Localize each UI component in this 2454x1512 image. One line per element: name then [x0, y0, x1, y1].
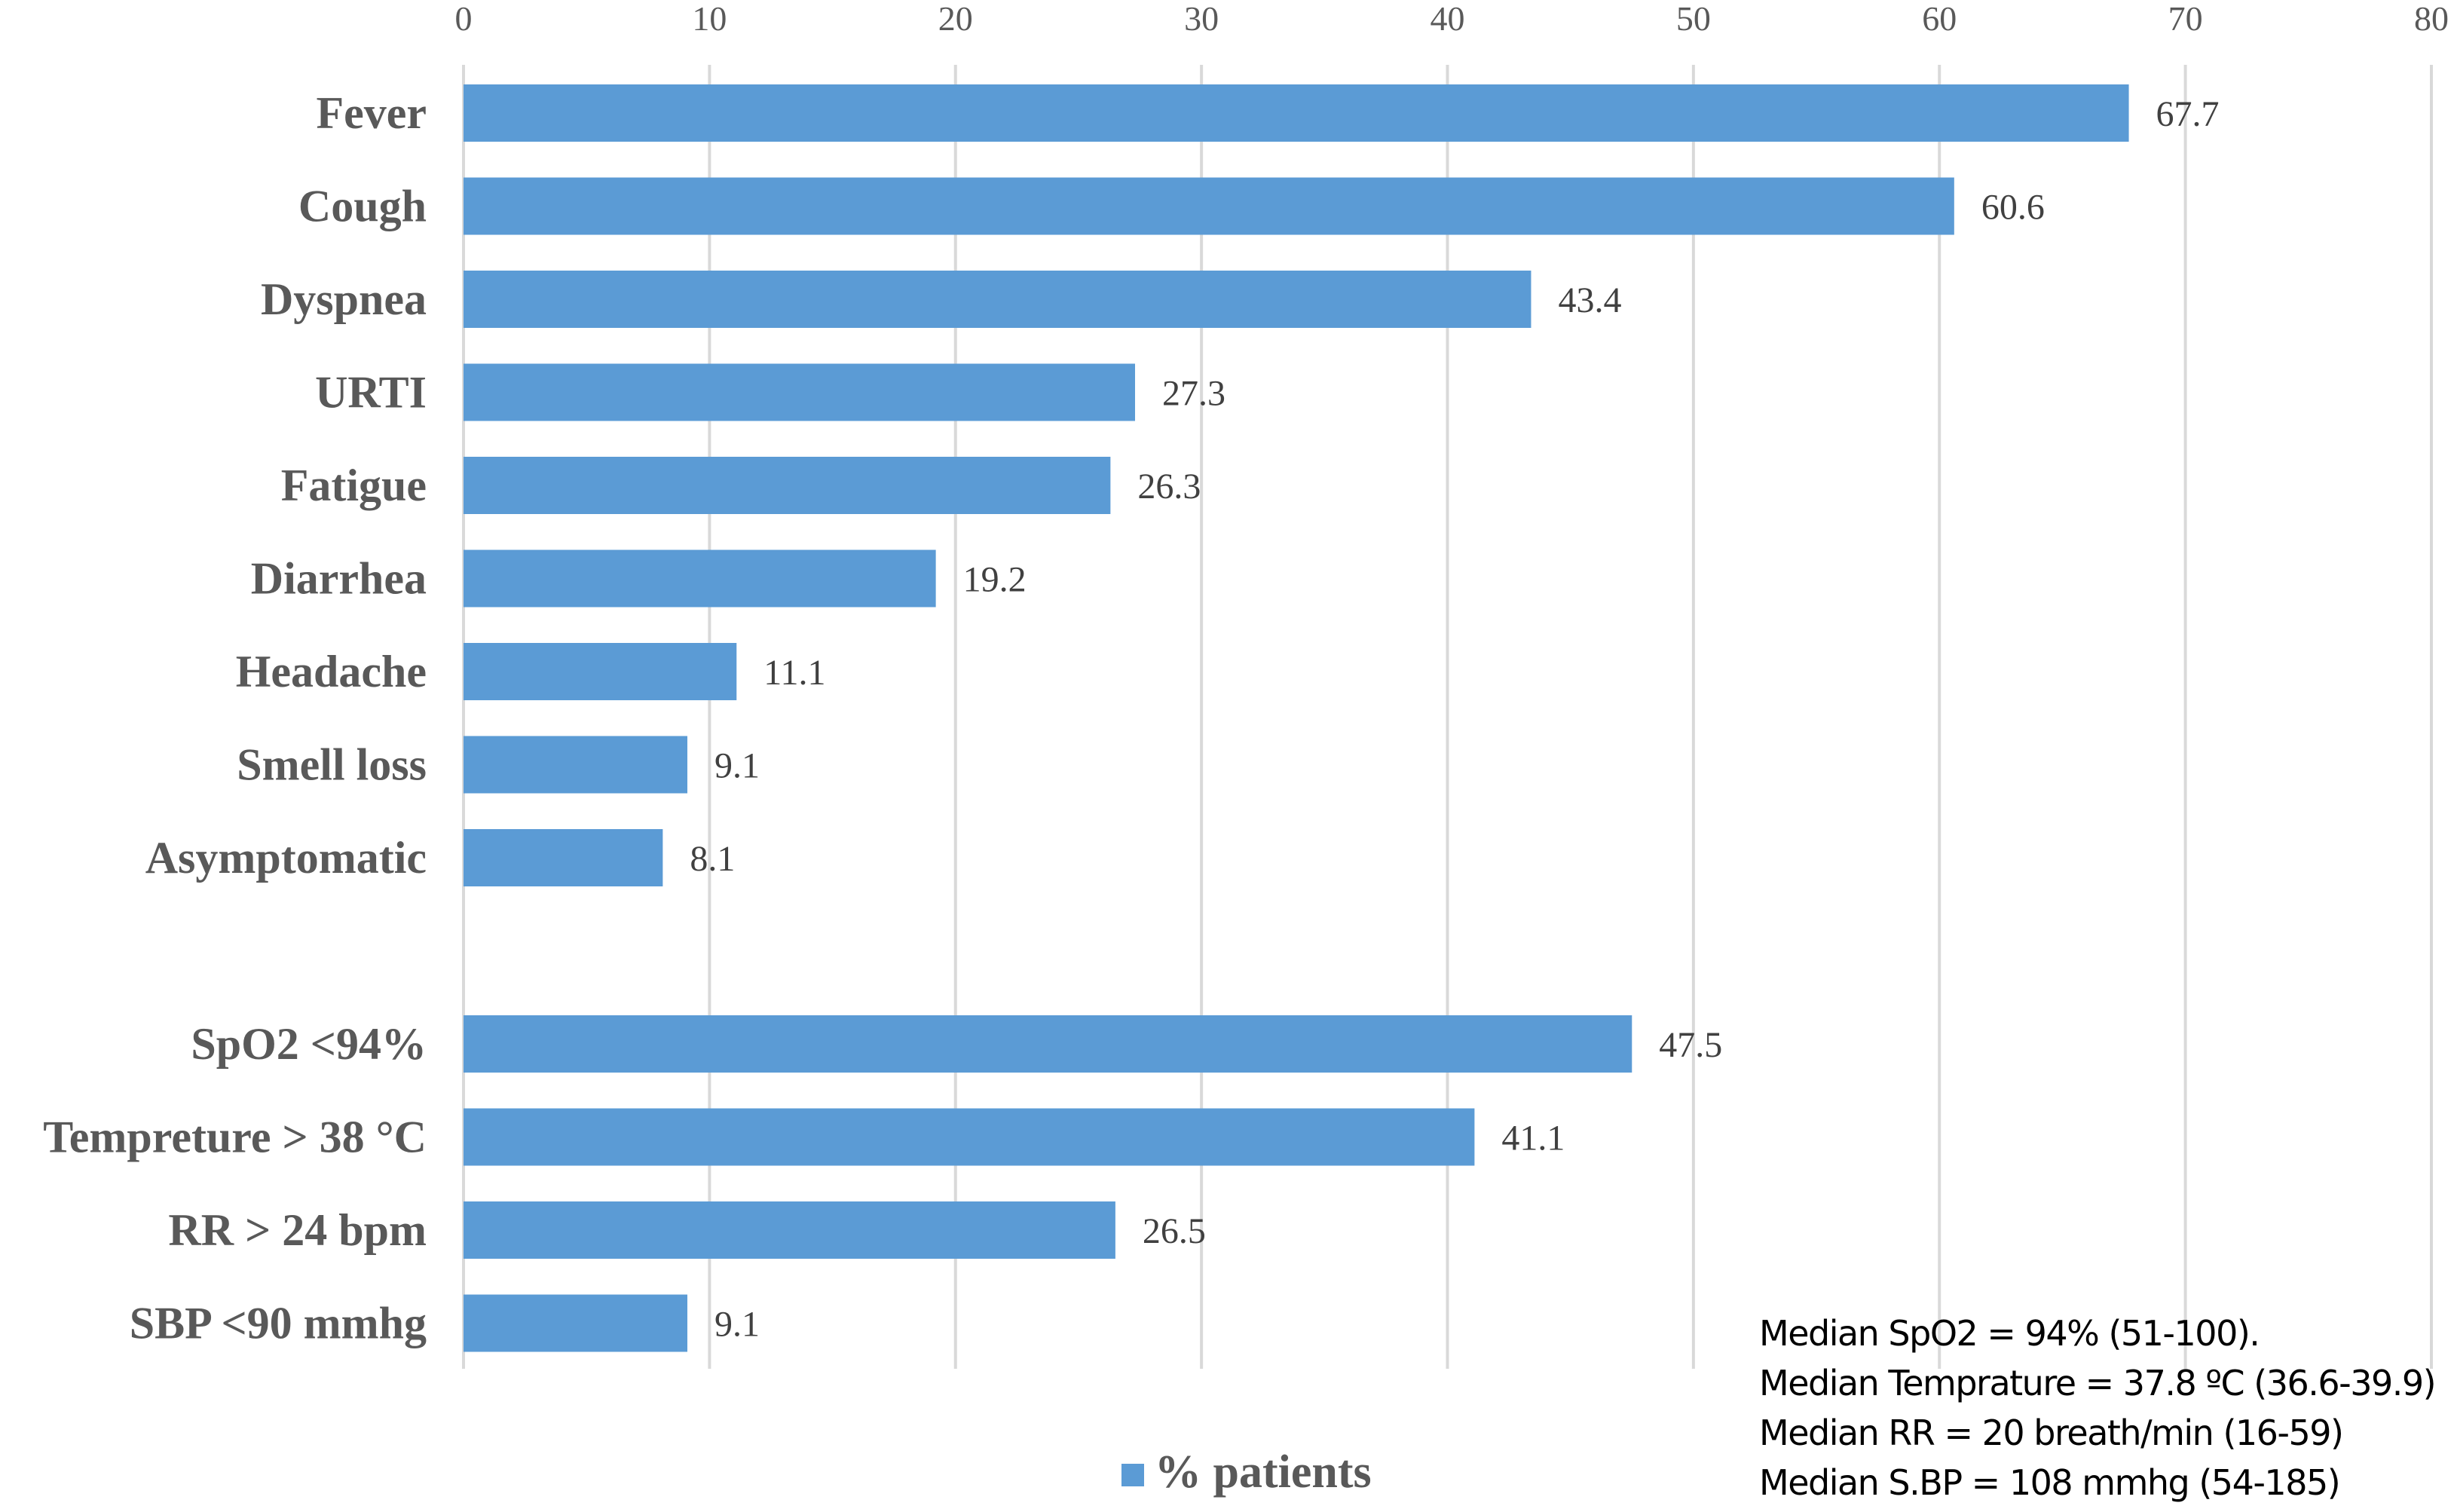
category-label: Cough [298, 182, 427, 231]
x-tick-label: 60 [1922, 0, 1957, 38]
legend-swatch [1121, 1464, 1144, 1486]
category-label: Dyspnea [261, 274, 427, 324]
summary-notes: Median SpO2 = 94% (51-100). Median Tempr… [1759, 1308, 2437, 1507]
legend: % patients [1121, 1446, 1372, 1498]
x-tick-label: 20 [938, 0, 973, 38]
data-label: 9.1 [714, 746, 760, 786]
gridlines [462, 65, 2433, 1369]
data-label: 41.1 [1501, 1119, 1565, 1158]
category-label: RR > 24 bpm [168, 1205, 427, 1255]
bar [464, 643, 737, 700]
x-tick-label: 70 [2168, 0, 2203, 38]
bar [464, 177, 1954, 235]
data-label: 67.7 [2156, 94, 2220, 134]
category-label: SBP <90 mmhg [130, 1299, 427, 1348]
data-label: 47.5 [1659, 1025, 1722, 1065]
data-label: 43.4 [1558, 280, 1621, 320]
note-sbp: Median S.BP = 108 mmhg (54-185) [1759, 1462, 2341, 1503]
legend-label: % patients [1155, 1446, 1372, 1498]
data-label: 26.3 [1137, 467, 1201, 507]
bar [464, 457, 1111, 514]
x-axis-ticks: 0 10 20 30 40 50 60 70 80 [455, 0, 2449, 38]
category-label: Fever [316, 88, 427, 138]
category-label: Headache [236, 647, 427, 696]
data-labels: 67.7 60.6 43.4 27.3 26.3 19.2 11.1 9.1 8.1 47.5 41… [690, 94, 2219, 1345]
x-tick-label: 30 [1184, 0, 1219, 38]
category-label: Diarrhea [251, 554, 427, 604]
data-label: 19.2 [963, 560, 1027, 600]
category-label: URTI [315, 368, 427, 418]
x-tick-label: 10 [692, 0, 727, 38]
category-label: Tempreture > 38 °C [43, 1113, 427, 1162]
bar [464, 736, 688, 794]
note-temperature: Median Temprature = 37.8 ºC (36.6-39.9) [1759, 1363, 2437, 1403]
bar [464, 549, 936, 608]
data-label: 60.6 [1981, 188, 2045, 228]
bar [464, 1108, 1475, 1166]
x-tick-label: 50 [1676, 0, 1711, 38]
bar [464, 363, 1136, 421]
note-rr: Median RR = 20 breath/min (16-59) [1759, 1413, 2344, 1453]
bar [464, 1015, 1632, 1073]
bar [464, 84, 2129, 142]
bar [464, 829, 663, 886]
category-label: Smell loss [237, 740, 427, 790]
x-tick-label: 0 [455, 0, 473, 38]
data-label: 26.5 [1143, 1211, 1206, 1251]
category-labels: Fever Cough Dyspnea URTI Fatigue Diarrhea Head… [43, 88, 427, 1348]
data-label: 8.1 [690, 839, 735, 879]
bar [464, 1294, 688, 1352]
note-spo2: Median SpO2 = 94% (51-100). [1759, 1313, 2260, 1354]
category-label: Asymptomatic [145, 833, 427, 883]
bar [464, 1201, 1115, 1259]
category-label: Fatigue [281, 461, 427, 510]
data-label: 27.3 [1162, 374, 1225, 414]
data-label: 11.1 [763, 653, 825, 693]
category-label: SpO2 <94% [191, 1019, 427, 1069]
data-label: 9.1 [714, 1305, 760, 1345]
bar [464, 271, 1531, 328]
x-tick-label: 80 [2414, 0, 2449, 38]
x-tick-label: 40 [1430, 0, 1465, 38]
bars [464, 84, 2129, 1352]
